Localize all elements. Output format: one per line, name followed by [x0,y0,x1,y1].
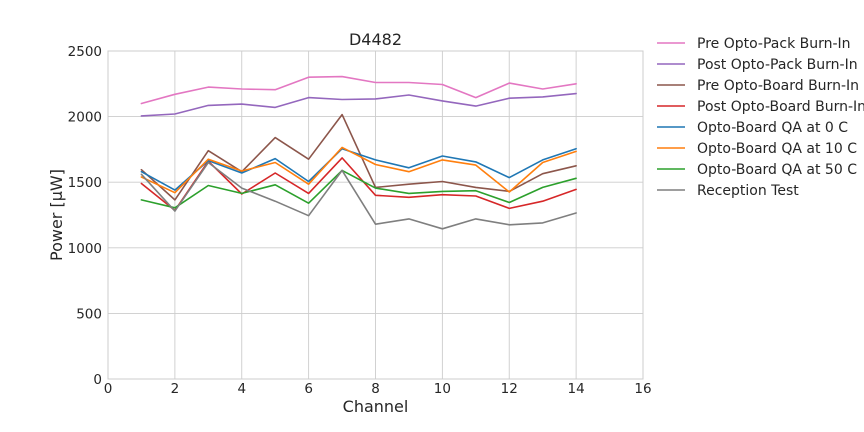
y-tick-label: 2500 [68,44,102,60]
plot-frame [107,50,644,380]
x-tick-label: 14 [568,381,585,397]
series-line [140,92,577,117]
series-line [140,146,577,194]
series-line [140,161,577,230]
legend-label: Opto-Board QA at 10 C [697,141,857,157]
x-tick-label: 16 [634,381,651,397]
series-lines [140,75,577,230]
x-tick-label: 8 [371,381,380,397]
legend: Pre Opto-Pack Burn-In Post Opto-Pack Burn… [657,36,864,199]
legend-item: Post Opto-Pack Burn-In [657,57,858,73]
x-tick-label: 2 [171,381,180,397]
x-tick-label: 6 [304,381,313,397]
legend-item: Opto-Board QA at 50 C [657,162,857,178]
y-axis-label: Power [μW] [47,169,66,261]
legend-label: Pre Opto-Board Burn-In [697,78,859,94]
grid [107,50,644,380]
legend-item: Post Opto-Board Burn-In [657,99,864,115]
legend-item: Reception Test [657,183,799,199]
chart-title: D4482 [349,30,402,49]
x-tick-label: 12 [501,381,518,397]
legend-label: Reception Test [697,183,799,199]
x-tick-label: 10 [434,381,451,397]
series-line [140,75,577,105]
series-line [140,169,577,209]
y-tick-label: 1000 [68,241,102,257]
y-tick-label: 2000 [68,110,102,126]
series-line [140,113,577,201]
y-tick-label: 500 [76,306,102,322]
legend-label: Post Opto-Board Burn-In [697,99,864,115]
legend-label: Opto-Board QA at 50 C [697,162,857,178]
x-axis-label: Channel [343,397,409,416]
legend-item: Opto-Board QA at 0 C [657,120,848,136]
y-tick-label: 0 [93,372,102,388]
legend-label: Pre Opto-Pack Burn-In [697,36,851,52]
legend-item: Pre Opto-Pack Burn-In [657,36,851,52]
legend-item: Pre Opto-Board Burn-In [657,78,859,94]
y-tick-label: 1500 [68,175,102,191]
legend-label: Opto-Board QA at 0 C [697,120,848,136]
x-tick-label: 0 [104,381,113,397]
legend-item: Opto-Board QA at 10 C [657,141,857,157]
legend-label: Post Opto-Pack Burn-In [697,57,858,73]
series-line [140,147,577,191]
x-tick-label: 4 [237,381,246,397]
tick-labels: 0 2 4 6 8 10 12 14 16 0 500 1000 1500 2000 2500 [68,44,652,397]
